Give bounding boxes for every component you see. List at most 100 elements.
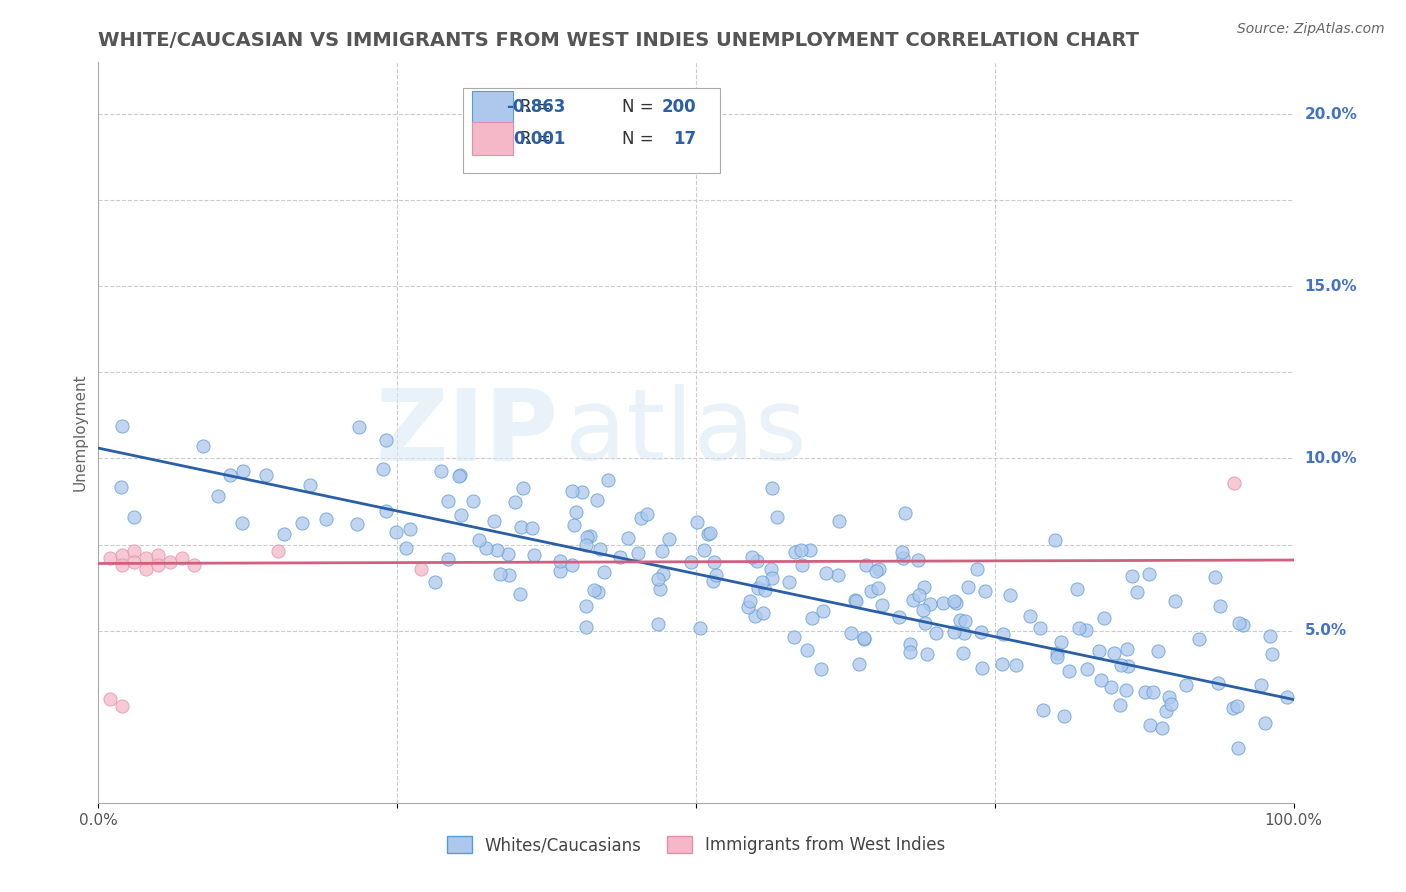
Point bbox=[827, 567, 849, 582]
Point bbox=[218, 467, 240, 482]
Point bbox=[461, 494, 484, 508]
Point bbox=[395, 541, 418, 556]
Point bbox=[124, 544, 146, 558]
Point bbox=[298, 477, 321, 491]
Point bbox=[488, 566, 510, 581]
Point bbox=[737, 599, 759, 614]
Point bbox=[1067, 621, 1090, 635]
Point bbox=[872, 598, 894, 612]
Point bbox=[1139, 717, 1161, 731]
Point bbox=[974, 584, 997, 599]
Point bbox=[1076, 662, 1098, 676]
Point bbox=[346, 516, 368, 531]
Point bbox=[575, 538, 598, 552]
Point bbox=[110, 480, 132, 494]
Point bbox=[148, 558, 170, 573]
Point bbox=[1254, 715, 1277, 730]
Point bbox=[651, 544, 673, 558]
FancyBboxPatch shape bbox=[472, 122, 513, 155]
Text: R =: R = bbox=[520, 129, 551, 148]
Text: 5.0%: 5.0% bbox=[1305, 624, 1347, 638]
Text: atlas: atlas bbox=[565, 384, 806, 481]
Point bbox=[761, 481, 783, 495]
Point bbox=[636, 507, 658, 521]
Point bbox=[759, 562, 782, 576]
Point bbox=[496, 547, 519, 561]
Point bbox=[898, 645, 921, 659]
Point bbox=[815, 566, 838, 580]
Point bbox=[411, 561, 433, 575]
Point bbox=[371, 462, 394, 476]
Point bbox=[844, 592, 866, 607]
Text: -0.863: -0.863 bbox=[506, 98, 565, 116]
Point bbox=[658, 532, 681, 546]
Point bbox=[1043, 533, 1066, 548]
Point bbox=[1029, 622, 1052, 636]
Point bbox=[520, 521, 543, 535]
Point bbox=[915, 647, 938, 661]
Point bbox=[952, 646, 974, 660]
Point bbox=[1226, 699, 1249, 714]
Point bbox=[207, 489, 229, 503]
Point bbox=[782, 630, 804, 644]
Text: 200: 200 bbox=[661, 98, 696, 116]
Point bbox=[98, 551, 122, 566]
Point bbox=[575, 620, 598, 634]
Point bbox=[1147, 643, 1170, 657]
Point bbox=[510, 519, 533, 533]
Point bbox=[579, 529, 602, 543]
Point bbox=[741, 550, 763, 565]
Point bbox=[1046, 650, 1069, 665]
Point bbox=[183, 558, 205, 573]
Point bbox=[914, 616, 936, 631]
Point bbox=[652, 566, 675, 581]
Text: Source: ZipAtlas.com: Source: ZipAtlas.com bbox=[1237, 22, 1385, 37]
Point bbox=[315, 512, 337, 526]
Point bbox=[853, 632, 876, 647]
Point bbox=[894, 507, 917, 521]
Point bbox=[703, 555, 725, 569]
Point bbox=[1109, 658, 1132, 673]
Point bbox=[548, 564, 571, 578]
Point bbox=[1188, 632, 1211, 647]
Point bbox=[945, 596, 967, 610]
Point bbox=[778, 574, 800, 589]
Point bbox=[1222, 701, 1244, 715]
Point bbox=[1087, 644, 1109, 658]
Point bbox=[1126, 585, 1149, 599]
Text: 17: 17 bbox=[673, 129, 696, 148]
Point bbox=[647, 572, 669, 586]
Point bbox=[790, 558, 813, 573]
Point bbox=[498, 568, 520, 582]
Point bbox=[575, 599, 598, 614]
Point bbox=[1223, 475, 1246, 490]
Point bbox=[865, 564, 887, 578]
Point bbox=[790, 543, 813, 558]
Point bbox=[891, 550, 914, 565]
Point bbox=[1232, 617, 1254, 632]
Point bbox=[912, 580, 935, 594]
Point bbox=[548, 554, 571, 568]
Point bbox=[1152, 721, 1174, 735]
Point bbox=[503, 494, 526, 508]
Point bbox=[1250, 678, 1272, 692]
Point bbox=[347, 419, 370, 434]
Point bbox=[467, 533, 489, 547]
Point bbox=[686, 515, 709, 529]
Point bbox=[901, 592, 924, 607]
Point bbox=[679, 555, 702, 569]
Point bbox=[785, 545, 807, 559]
Text: WHITE/CAUCASIAN VS IMMIGRANTS FROM WEST INDIES UNEMPLOYMENT CORRELATION CHART: WHITE/CAUCASIAN VS IMMIGRANTS FROM WEST … bbox=[98, 30, 1139, 50]
Point bbox=[475, 541, 498, 555]
Point bbox=[135, 551, 157, 566]
Point bbox=[650, 582, 672, 597]
Point bbox=[1059, 665, 1081, 679]
Point bbox=[1121, 569, 1143, 583]
Point bbox=[122, 510, 145, 524]
Point bbox=[898, 637, 921, 651]
Point bbox=[810, 662, 832, 676]
Point bbox=[848, 657, 870, 671]
Point bbox=[374, 504, 396, 518]
Point bbox=[952, 626, 974, 640]
Point bbox=[1018, 609, 1040, 624]
